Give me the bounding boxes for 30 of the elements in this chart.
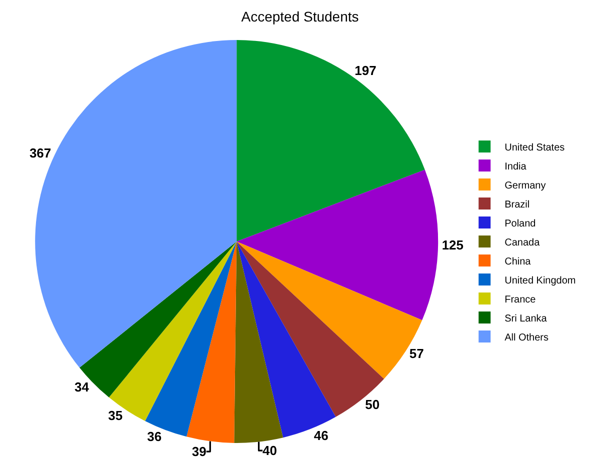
legend-label: Sri Lanka	[504, 313, 548, 324]
legend-label: Poland	[504, 218, 536, 230]
data-label: 125	[442, 238, 464, 253]
legend-label: United Kingdom	[504, 275, 576, 286]
legend-label: United States	[504, 142, 565, 154]
pie-slice	[234, 242, 284, 443]
data-label: 46	[314, 428, 328, 444]
legend-label: India	[504, 161, 527, 172]
pie-slice	[236, 170, 438, 320]
data-label: 197	[354, 62, 376, 78]
data-label: 35	[108, 408, 123, 423]
chart-title: Accepted Students	[241, 8, 359, 24]
legend-label: Canada	[504, 237, 540, 248]
data-label: 50	[365, 396, 380, 412]
pie-slice	[108, 242, 237, 422]
legend-label: All Others	[504, 332, 549, 344]
data-label: 40	[262, 443, 277, 458]
legend-label: China	[504, 256, 532, 268]
data-label: 36	[147, 429, 162, 444]
pie-slice	[236, 242, 422, 379]
data-label: 34	[74, 380, 90, 395]
data-label: 57	[409, 346, 424, 361]
pie-slice	[236, 242, 384, 417]
legend-label: France	[504, 294, 536, 306]
pie-slice	[236, 40, 425, 242]
legend-label: Germany	[504, 180, 546, 192]
data-label: 39	[192, 444, 206, 460]
data-label: 367	[29, 145, 52, 160]
legend-label: Brazil	[504, 199, 530, 210]
pie-slice	[186, 242, 237, 443]
